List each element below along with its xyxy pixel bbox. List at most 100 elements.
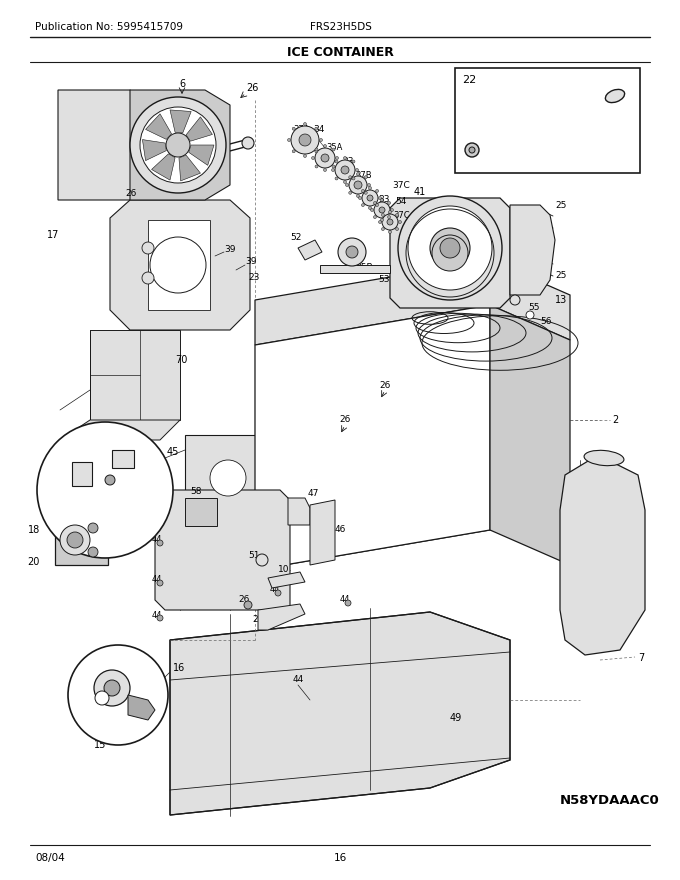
Text: 58: 58 [190, 488, 201, 496]
Text: 56: 56 [540, 318, 551, 326]
Text: 13: 13 [555, 295, 567, 305]
Circle shape [242, 137, 254, 149]
Circle shape [469, 147, 475, 153]
Text: 22: 22 [462, 75, 476, 85]
Text: 50: 50 [60, 550, 72, 560]
Circle shape [375, 203, 379, 207]
Text: 53: 53 [378, 275, 390, 284]
Text: 39: 39 [224, 245, 235, 253]
Ellipse shape [584, 451, 624, 466]
Polygon shape [189, 145, 214, 165]
Circle shape [356, 172, 360, 175]
Text: 26: 26 [238, 596, 250, 605]
Polygon shape [152, 154, 175, 180]
Polygon shape [179, 155, 201, 181]
Circle shape [352, 177, 355, 180]
Text: 37C: 37C [393, 210, 409, 219]
Ellipse shape [605, 90, 625, 103]
Circle shape [142, 242, 154, 254]
Polygon shape [255, 305, 490, 570]
Text: 7: 7 [638, 653, 644, 663]
Polygon shape [288, 498, 310, 525]
Text: 48: 48 [275, 520, 287, 530]
Polygon shape [130, 90, 230, 200]
Circle shape [142, 272, 154, 284]
Circle shape [373, 202, 377, 204]
Circle shape [382, 214, 398, 230]
Circle shape [379, 207, 385, 213]
Circle shape [396, 214, 398, 216]
Text: 70: 70 [175, 355, 188, 365]
Circle shape [349, 176, 367, 194]
Circle shape [320, 138, 322, 142]
Circle shape [440, 238, 460, 258]
Text: FRS23H5DS: FRS23H5DS [310, 22, 372, 32]
Circle shape [465, 143, 479, 157]
Text: Publication No: 5995415709: Publication No: 5995415709 [35, 22, 183, 32]
Circle shape [321, 154, 329, 162]
Circle shape [210, 460, 246, 496]
Circle shape [335, 160, 338, 163]
Polygon shape [55, 515, 108, 565]
Text: 3: 3 [392, 278, 398, 288]
Text: 45A: 45A [120, 525, 137, 534]
Circle shape [88, 547, 98, 557]
Circle shape [335, 177, 338, 180]
Circle shape [288, 138, 290, 142]
Circle shape [140, 107, 216, 183]
Circle shape [37, 422, 173, 558]
Text: 44: 44 [148, 498, 158, 508]
Circle shape [244, 601, 252, 609]
Polygon shape [142, 140, 167, 161]
Text: 15: 15 [94, 740, 106, 750]
Text: 2: 2 [612, 415, 618, 425]
Circle shape [332, 165, 335, 168]
Circle shape [352, 160, 355, 163]
Text: 41: 41 [414, 187, 426, 197]
Circle shape [166, 133, 190, 157]
Polygon shape [390, 198, 510, 308]
Circle shape [362, 189, 364, 193]
Text: 39: 39 [245, 258, 256, 267]
Polygon shape [186, 117, 212, 141]
Circle shape [396, 228, 398, 231]
Circle shape [358, 196, 362, 200]
Circle shape [369, 187, 371, 189]
Circle shape [67, 532, 83, 548]
Circle shape [388, 210, 392, 214]
Circle shape [379, 221, 381, 224]
Circle shape [362, 203, 364, 207]
Circle shape [311, 157, 314, 159]
Circle shape [104, 680, 120, 696]
Polygon shape [155, 490, 290, 610]
Text: 21: 21 [252, 615, 263, 625]
Text: 44: 44 [152, 536, 163, 545]
Text: 44: 44 [152, 611, 163, 620]
Text: 20: 20 [28, 557, 40, 567]
Text: 33: 33 [342, 158, 354, 166]
Text: 26: 26 [339, 415, 351, 424]
Text: 45C: 45C [55, 451, 71, 459]
Text: 37C: 37C [392, 181, 410, 190]
Text: 34: 34 [362, 190, 373, 200]
Circle shape [157, 540, 163, 546]
Text: 23: 23 [248, 274, 259, 282]
Circle shape [408, 206, 492, 290]
Text: 6: 6 [179, 79, 185, 89]
Circle shape [432, 235, 468, 271]
Text: 16: 16 [173, 663, 185, 673]
Text: 25: 25 [555, 270, 566, 280]
Polygon shape [170, 110, 191, 133]
Circle shape [88, 523, 98, 533]
Text: 4: 4 [275, 435, 281, 445]
Circle shape [373, 216, 377, 218]
Circle shape [362, 190, 378, 206]
Polygon shape [255, 260, 570, 345]
Circle shape [291, 126, 319, 154]
Circle shape [356, 194, 360, 197]
Text: 08/04: 08/04 [35, 853, 65, 863]
Circle shape [150, 237, 206, 293]
Circle shape [388, 231, 392, 233]
Text: ICE CONTAINER: ICE CONTAINER [286, 46, 394, 58]
Text: 26: 26 [379, 380, 391, 390]
